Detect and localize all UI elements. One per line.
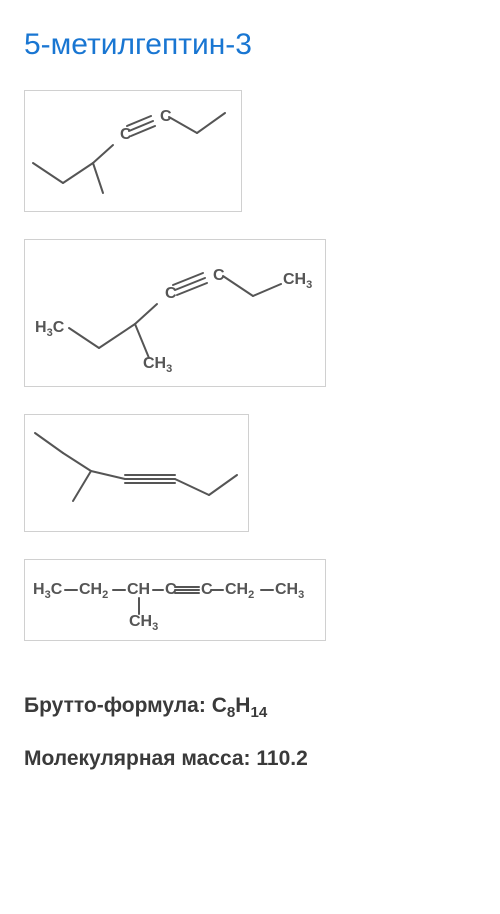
svg-text:C: C [165,285,177,302]
diagram-2: H3C C C CH3 CH3 [24,239,326,387]
svg-text:CH3: CH3 [129,613,158,633]
diagram-4: H3C CH2 CH C C CH2 CH3 CH3 [24,559,326,641]
svg-text:C: C [201,581,213,598]
diagram-1: CC [24,90,242,212]
svg-text:CH: CH [127,581,150,598]
svg-text:H3C: H3C [35,319,65,339]
svg-text:CH2: CH2 [225,581,254,601]
svg-text:C: C [160,108,172,125]
svg-text:C: C [213,267,225,284]
mass-label: Молекулярная масса: [24,747,251,770]
molecular-mass-line: Молекулярная масса: 110.2 [24,747,476,771]
brutto-label: Брутто-формула: [24,694,206,717]
brutto-value: C8H14 [212,694,268,717]
svg-text:H3C: H3C [33,581,63,601]
svg-text:CH2: CH2 [79,581,108,601]
diagram-3 [24,414,249,532]
page-title: 5-метилгептин-3 [24,28,476,62]
brutto-formula-line: Брутто-формула: C8H14 [24,694,476,721]
svg-text:CH3: CH3 [275,581,304,601]
svg-text:CH3: CH3 [143,355,172,375]
mass-value: 110.2 [256,747,307,770]
svg-text:C: C [165,581,177,598]
svg-text:C: C [120,126,132,143]
svg-text:CH3: CH3 [283,271,312,291]
